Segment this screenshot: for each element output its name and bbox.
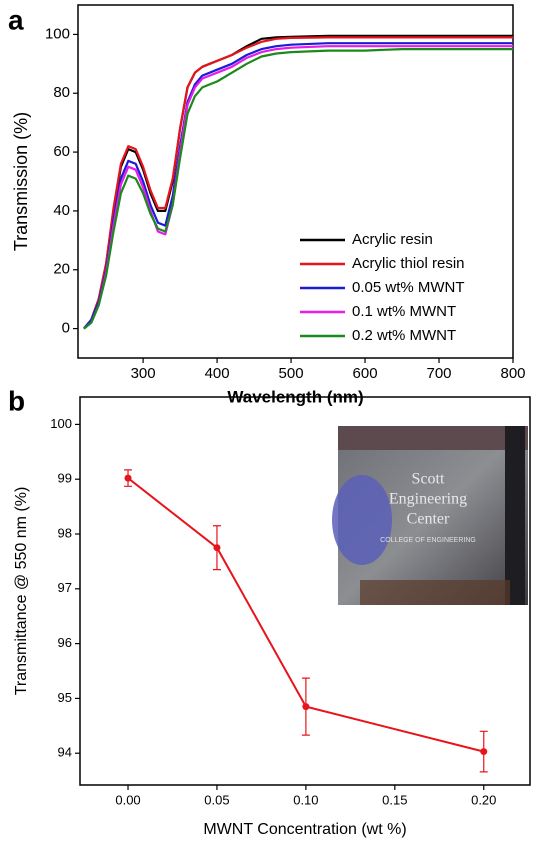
y-tick-label: 97 (58, 580, 72, 595)
x-tick-label: 0.00 (115, 792, 140, 807)
y-tick-label: 99 (58, 471, 72, 486)
legend-label: 0.1 wt% MWNT (352, 303, 456, 320)
y-tick-label: 98 (58, 525, 72, 540)
y-tick-label: 100 (50, 416, 72, 431)
x-tick-label: 0.05 (204, 792, 229, 807)
y-tick-label: 0 (62, 320, 70, 337)
panel-label: b (8, 385, 25, 416)
data-point (213, 544, 221, 552)
plot-frame (79, 396, 531, 786)
x-tick-label: 400 (205, 365, 230, 382)
y-tick-label: 60 (53, 143, 70, 160)
y-tick-label: 20 (53, 261, 70, 278)
x-tick-label: 800 (500, 365, 525, 382)
data-point (124, 474, 132, 482)
y-tick-label: 96 (58, 635, 72, 650)
x-tick-label: 600 (353, 365, 378, 382)
y-axis-label: Transmittance @ 550 nm (%) (13, 487, 30, 696)
series-group (83, 34, 513, 330)
y-tick-label: 94 (58, 745, 72, 760)
inset-text: Engineering (389, 491, 467, 508)
inset-photo: Scott Engineering Center COLLEGE OF ENGI… (332, 426, 528, 605)
x-tick-label: 700 (427, 365, 452, 382)
y-tick-label: 100 (45, 25, 70, 42)
series-line (83, 45, 513, 330)
x-axis-label: MWNT Concentration (wt %) (203, 821, 406, 838)
data-point (302, 703, 310, 711)
x-tick-label: 0.20 (471, 792, 496, 807)
x-tick-label: 500 (279, 365, 304, 382)
y-tick-label: 95 (58, 690, 72, 705)
data-point (480, 748, 488, 756)
series-line (83, 36, 513, 330)
series-line (83, 48, 513, 330)
panel-label: a (8, 4, 24, 35)
y-axis-label: Transmission (%) (11, 112, 31, 251)
y-tick-label: 40 (53, 202, 70, 219)
legend-label: 0.2 wt% MWNT (352, 327, 456, 344)
legend-label: 0.05 wt% MWNT (352, 279, 465, 296)
inset-text: COLLEGE OF ENGINEERING (380, 537, 476, 544)
inset-text: Scott (412, 471, 445, 488)
x-tick-label: 0.10 (293, 792, 318, 807)
y-tick-label: 80 (53, 84, 70, 101)
x-tick-label: 300 (131, 365, 156, 382)
inset-text: Center (407, 511, 450, 528)
legend-label: Acrylic resin (352, 231, 433, 248)
legend-label: Acrylic thiol resin (352, 255, 465, 272)
plot-frame (77, 4, 514, 359)
series-line (127, 477, 485, 753)
x-tick-label: 0.15 (382, 792, 407, 807)
